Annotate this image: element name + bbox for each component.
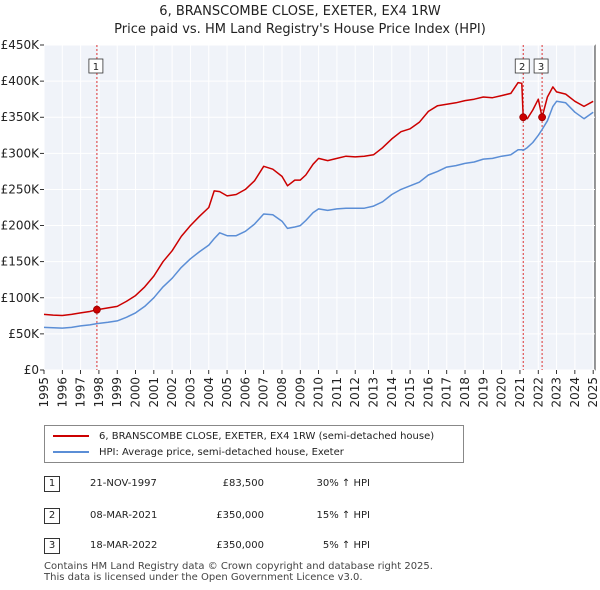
footer-copyright: Contains HM Land Registry data © Crown c… [44, 561, 433, 572]
legend-label-property: 6, BRANSCOMBE CLOSE, EXETER, EX4 1RW (se… [99, 430, 435, 442]
sale-date-2: 08-MAR-2021 [90, 510, 158, 521]
sale-hpi-2: 15% ↑ HPI [316, 510, 370, 521]
x-tick-label: 2017 [440, 377, 454, 408]
x-tick-label: 2011 [330, 377, 344, 408]
x-tick-label: 2008 [275, 377, 289, 408]
legend-label-hpi: HPI: Average price, semi-detached house,… [99, 446, 344, 458]
sale-label-text-2: 2 [519, 62, 525, 73]
y-tick-label: £350K [1, 110, 41, 124]
sale-price-2: £350,000 [216, 510, 264, 521]
sale-point-3 [538, 113, 546, 122]
x-tick-label: 2015 [403, 377, 417, 408]
x-tick-label: 2018 [458, 377, 472, 408]
x-tick-label: 2005 [220, 377, 234, 408]
legend-item-property: 6, BRANSCOMBE CLOSE, EXETER, EX4 1RW (se… [53, 429, 434, 443]
sale-label-box-1 [88, 58, 104, 74]
x-tick-label: 2016 [421, 377, 435, 408]
sale-badge-1: 1 [44, 476, 60, 492]
x-tick-label: 2014 [385, 377, 399, 408]
sale-badge-3: 3 [44, 538, 60, 554]
footer: Contains HM Land Registry data © Crown c… [44, 561, 433, 583]
x-tick-label: 2021 [513, 377, 527, 408]
x-tick-label: 2004 [202, 377, 216, 408]
legend: 6, BRANSCOMBE CLOSE, EXETER, EX4 1RW (se… [44, 425, 464, 463]
sale-point-1 [93, 305, 101, 314]
y-tick-label: £200K [1, 219, 41, 233]
chart-title-block: 6, BRANSCOMBE CLOSE, EXETER, EX4 1RW Pri… [0, 3, 600, 39]
price-chart: £0 £50K £100K £150K £200K £250K £300K £350K £400… [1, 38, 600, 408]
footer-licence: This data is licensed under the Open Gov… [44, 572, 363, 583]
x-tick-label: 2019 [476, 377, 490, 408]
sale-hpi-3: 5% ↑ HPI [322, 540, 370, 551]
sale-point-2 [519, 113, 528, 122]
legend-swatch-hpi [53, 451, 89, 453]
sale-date-1: 21-NOV-1997 [90, 478, 157, 489]
x-tick-label: 1995 [37, 377, 51, 408]
x-tick-label: 1999 [110, 377, 124, 408]
sale-label-box-3 [533, 58, 549, 74]
sale-label-text-1: 1 [93, 62, 99, 73]
x-tick-label: 2006 [238, 377, 252, 408]
y-tick-label: £450K [1, 38, 41, 52]
property-series-line [43, 81, 594, 317]
x-tick-label: 1996 [55, 377, 69, 408]
x-tick-label: 2010 [312, 377, 326, 408]
y-tick-label: £0 [24, 363, 39, 377]
x-tick-label: 2022 [531, 377, 545, 408]
sale-label-box-2 [514, 58, 530, 74]
sale-price-1: £83,500 [222, 478, 264, 489]
chart-subtitle: Price paid vs. HM Land Registry's House … [114, 22, 486, 37]
x-tick-label: 2002 [165, 377, 179, 408]
sale-price-3: £350,000 [216, 540, 264, 551]
sale-badge-2: 2 [44, 508, 60, 524]
legend-swatch-property [53, 435, 89, 437]
y-tick-label: £100K [1, 291, 41, 305]
x-tick-label: 2000 [129, 377, 143, 408]
y-tick-label: £150K [1, 255, 41, 269]
x-tick-label: 1997 [74, 377, 88, 408]
x-tick-label: 2025 [586, 377, 600, 408]
plot-area [43, 44, 596, 371]
y-tick-label: £300K [1, 146, 41, 160]
x-tick-label: 2020 [495, 377, 509, 408]
hpi-series-line [43, 100, 594, 329]
y-tick-label: £50K [8, 327, 40, 341]
x-tick-label: 2024 [568, 377, 582, 408]
x-tick-label: 2013 [367, 377, 381, 408]
x-tick-label: 2009 [293, 377, 307, 408]
y-tick-label: £400K [1, 74, 41, 88]
x-tick-label: 2007 [257, 377, 271, 408]
chart-title: 6, BRANSCOMBE CLOSE, EXETER, EX4 1RW [159, 4, 441, 19]
x-tick-label: 2023 [550, 377, 564, 408]
x-tick-label: 2003 [183, 377, 197, 408]
x-tick-label: 2012 [348, 377, 362, 408]
sale-hpi-1: 30% ↑ HPI [316, 478, 370, 489]
y-tick-label: £250K [1, 182, 41, 196]
sale-date-3: 18-MAR-2022 [90, 540, 158, 551]
x-tick-label: 2001 [147, 377, 161, 408]
x-tick-label: 1998 [92, 377, 106, 408]
sale-label-text-3: 3 [538, 62, 544, 73]
legend-item-hpi: HPI: Average price, semi-detached house,… [53, 445, 344, 459]
